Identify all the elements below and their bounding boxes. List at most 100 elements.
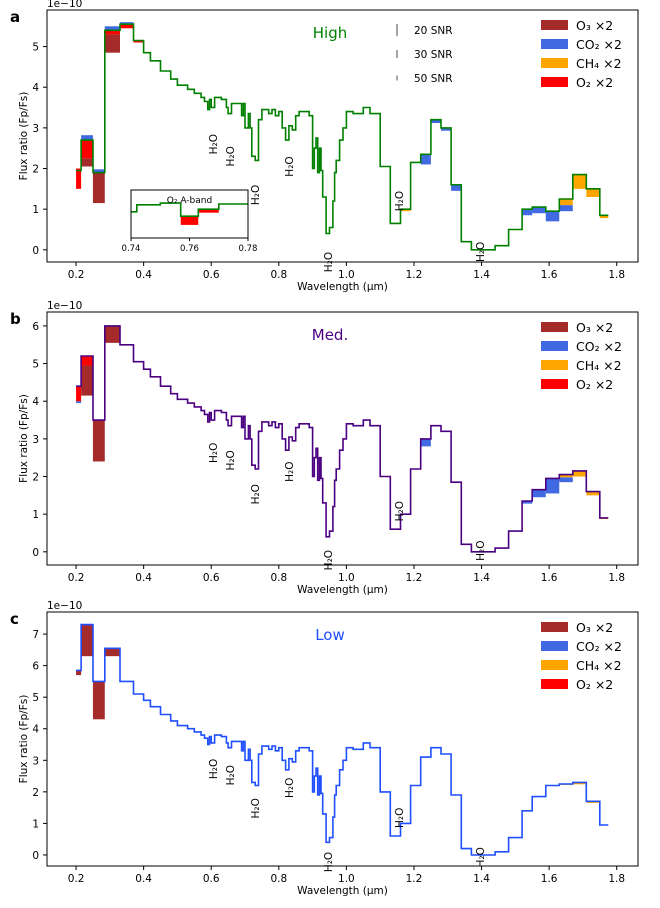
x-tick-label: 1.6 (541, 873, 558, 885)
legend-swatch-o2 (541, 77, 568, 87)
legend-label: O₃ ×2 (576, 320, 613, 335)
h2o-annotation: H₂O (323, 550, 335, 570)
band-ch4 (572, 174, 587, 189)
legend-swatch-o3 (541, 622, 568, 632)
band-co2 (420, 438, 431, 447)
band-o3 (92, 420, 105, 462)
band-co2 (545, 211, 560, 222)
h2o-annotation: H₂O (208, 134, 220, 154)
y-tick-label: 3 (32, 123, 39, 135)
legend-label: O₃ ×2 (576, 620, 613, 635)
legend-label: CH₄ ×2 (576, 658, 622, 673)
x-tick-label: 0.8 (270, 269, 287, 281)
x-axis-label: Wavelength (µm) (297, 281, 388, 293)
band-co2 (532, 489, 546, 498)
h2o-annotation: H₂O (284, 461, 296, 481)
band-co2 (522, 500, 533, 504)
x-tick-label: 0.6 (203, 873, 220, 885)
panel-c: 0.2 0.4 0.6 0.8 1.0 1.2 1.4 1.6 1.8 0 1 2 3 4 5 6 7 Wavel… (10, 600, 639, 897)
panel-title: Low (315, 626, 345, 644)
y-tick-label: 3 (32, 755, 39, 767)
band-ch4 (586, 491, 600, 496)
band-o2 (81, 356, 93, 366)
y-axis-label: Flux ratio (Fp/Fs) (18, 695, 30, 784)
y-tick-label: 2 (32, 472, 39, 484)
x-tick-label: 0.8 (270, 572, 287, 584)
x-tick-label: 1.0 (338, 572, 355, 584)
band-o3 (76, 670, 82, 676)
x-tick-label: 1.2 (406, 873, 423, 885)
y-tick-label: 7 (32, 629, 39, 641)
y-tick-label: 6 (32, 661, 39, 673)
y-tick-label: 0 (32, 547, 39, 559)
band-o2 (81, 140, 93, 159)
y-tick-label: 0 (32, 850, 39, 862)
inset-band-o2 (198, 209, 219, 213)
y-tick-label: 4 (32, 724, 39, 736)
legend-swatch-ch4 (541, 660, 568, 670)
y-tick-label: 0 (32, 245, 39, 257)
x-tick-label: 1.4 (473, 572, 490, 584)
plot-area (76, 623, 609, 856)
band-co2 (430, 119, 441, 123)
y-tick-label: 5 (32, 359, 39, 371)
legend-swatch-ch4 (541, 360, 568, 370)
legend-label: CH₄ ×2 (576, 358, 622, 373)
spectrum-line (76, 325, 609, 553)
panel-label: a (10, 8, 20, 26)
h2o-annotation: H₂O (225, 146, 237, 166)
y-tick-label: 1 (32, 204, 39, 216)
band-ch4 (586, 801, 600, 803)
legend-swatch-ch4 (541, 58, 568, 68)
legend-swatch-o2 (541, 679, 568, 689)
inset-title: O₂ A-band (167, 196, 212, 206)
band-co2 (441, 127, 452, 131)
y-tick-label: 4 (32, 82, 39, 94)
band-co2 (559, 205, 573, 212)
x-tick-label: 1.6 (541, 572, 558, 584)
band-ch4 (586, 188, 600, 197)
band-co2 (522, 209, 533, 216)
h2o-annotation: H₂O (284, 778, 296, 798)
x-tick-label: 1.8 (608, 269, 625, 281)
band-o2 (76, 386, 82, 402)
legend-label: CO₂ ×2 (576, 339, 622, 354)
inset-spectrum-line (131, 202, 248, 217)
panel-title: High (313, 24, 347, 42)
x-tick-label: 0.8 (270, 873, 287, 885)
band-ch4 (572, 782, 587, 785)
y-tick-label: 1 (32, 818, 39, 830)
h2o-annotation: H₂O (323, 852, 335, 872)
h2o-annotation: H₂O (250, 185, 262, 205)
panel-label: b (10, 310, 21, 328)
inset-x-tick-label: 0.74 (122, 244, 141, 254)
x-tick-label: 0.4 (135, 572, 152, 584)
legend-label: CH₄ ×2 (576, 56, 622, 71)
panel-a: 0.2 0.4 0.6 0.8 1.0 1.2 1.4 1.6 1.8 0 1 2 3 4 5 Wavelen… (10, 0, 639, 293)
x-tick-label: 1.8 (608, 873, 625, 885)
band-o3 (92, 681, 105, 720)
y-tick-label: 6 (32, 321, 39, 333)
h2o-annotation: H₂O (225, 765, 237, 785)
legend-swatch-co2 (541, 641, 568, 651)
band-o2 (104, 30, 120, 35)
band-ch4 (572, 470, 587, 477)
band-co2 (559, 477, 573, 483)
band-o3 (81, 158, 93, 167)
legend-swatch-o3 (541, 20, 568, 30)
band-co2 (451, 184, 462, 191)
inset-band-o2 (180, 216, 199, 225)
legend-swatch-o2 (541, 379, 568, 389)
x-axis-label: Wavelength (µm) (297, 584, 388, 596)
y-axis-label: Flux ratio (Fp/Fs) (18, 92, 30, 181)
h2o-annotation: H₂O (208, 443, 220, 463)
snr-label: 50 SNR (414, 73, 453, 85)
legend-label: O₂ ×2 (576, 377, 613, 392)
y-multiplier: 1e−10 (47, 0, 82, 10)
band-co2 (81, 135, 93, 141)
y-tick-label: 5 (32, 692, 39, 704)
band-ch4 (559, 474, 573, 478)
y-multiplier: 1e−10 (47, 300, 82, 312)
axes-frame (46, 9, 639, 263)
